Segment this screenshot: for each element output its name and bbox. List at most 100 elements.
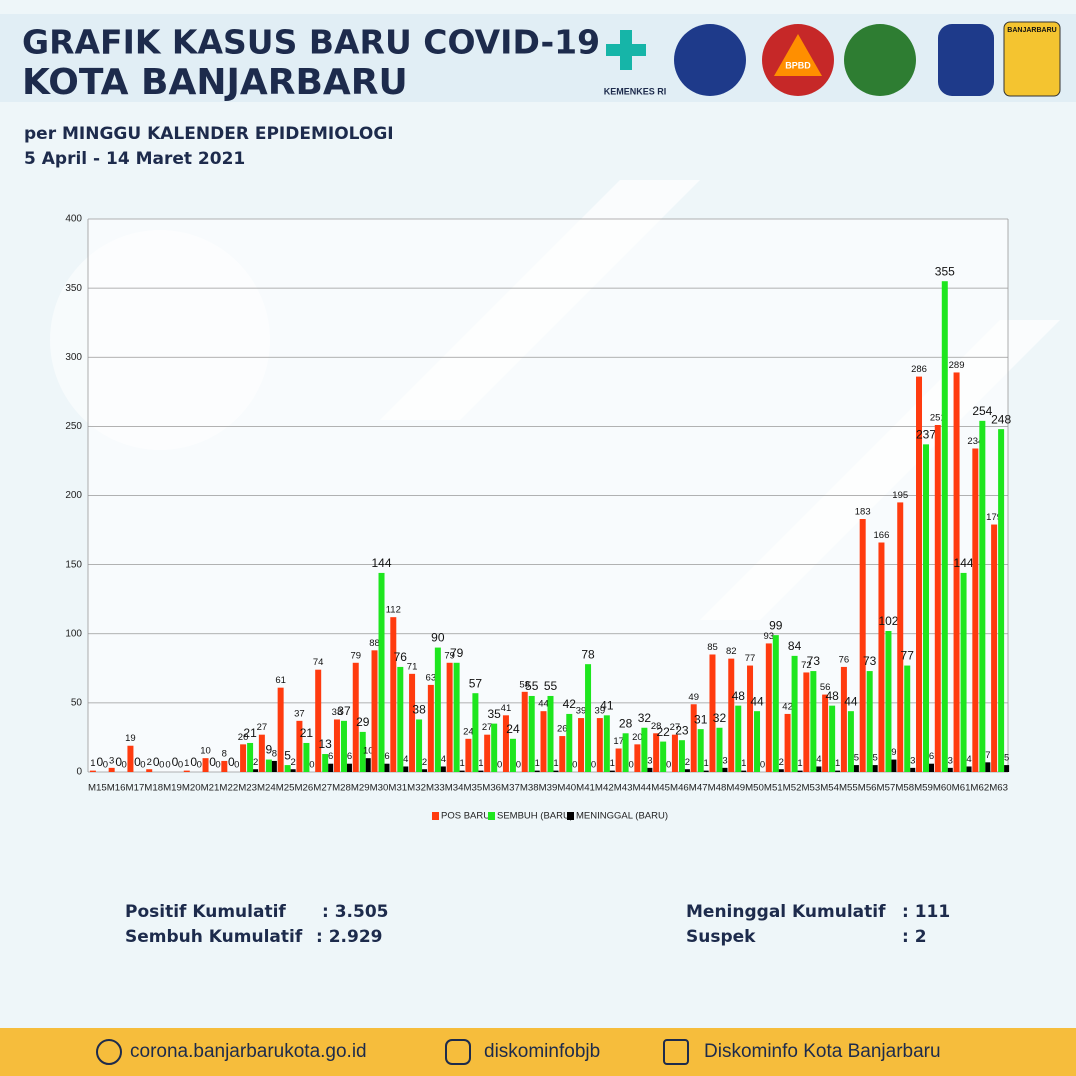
data-label: 5 <box>284 748 291 762</box>
data-label: 3 <box>647 755 652 766</box>
data-label: 289 <box>949 360 965 371</box>
bar <box>108 767 115 772</box>
data-label: 41 <box>501 703 512 714</box>
bar <box>271 760 277 772</box>
data-label: 99 <box>769 618 783 632</box>
bar <box>290 769 296 772</box>
data-label: 0 <box>760 760 765 771</box>
bar <box>622 733 629 772</box>
data-label: 9 <box>266 743 273 757</box>
data-label: 195 <box>892 490 908 501</box>
data-label: 31 <box>694 712 708 726</box>
bar <box>328 763 334 772</box>
data-label: 102 <box>878 614 898 628</box>
data-label: 5 <box>854 753 859 764</box>
bar <box>559 736 566 772</box>
y-tick-label: 0 <box>76 767 82 778</box>
bar <box>578 718 585 772</box>
bar <box>390 617 397 772</box>
data-label: 1 <box>741 758 746 769</box>
stat-label: Suspek <box>686 927 756 947</box>
bar <box>904 665 911 772</box>
data-label: 55 <box>525 679 539 693</box>
data-label: 27 <box>257 722 268 733</box>
data-label: 6 <box>328 751 333 762</box>
x-tick-label: M55 <box>839 783 858 794</box>
data-label: 79 <box>450 646 464 660</box>
logo-kemenkes <box>606 30 646 70</box>
data-label: 0 <box>153 755 160 769</box>
logo-kominfo <box>674 24 746 96</box>
bar <box>641 727 648 772</box>
bar <box>797 770 803 772</box>
x-tick-label: M20 <box>182 783 201 794</box>
x-tick-label: M36 <box>482 783 501 794</box>
data-label: 79 <box>350 650 361 661</box>
x-tick-label: M22 <box>219 783 238 794</box>
data-label: 21 <box>300 726 314 740</box>
bar <box>941 281 948 772</box>
x-tick-label: M60 <box>933 783 952 794</box>
bar <box>923 444 930 772</box>
data-label: 28 <box>619 716 633 730</box>
x-tick-label: M41 <box>576 783 595 794</box>
bar <box>258 734 265 772</box>
bar <box>609 770 615 772</box>
data-label: 0 <box>134 755 141 769</box>
bar <box>384 763 390 772</box>
bar <box>1004 765 1010 772</box>
data-label: 38 <box>412 703 426 717</box>
x-tick-label: M39 <box>539 783 558 794</box>
data-label: 37 <box>294 708 305 719</box>
data-label: 1 <box>835 758 840 769</box>
title: GRAFIK KASUS BARU COVID-19 <box>22 23 600 62</box>
x-tick-label: M34 <box>445 783 464 794</box>
x-tick-label: M45 <box>651 783 670 794</box>
y-tick-label: 100 <box>65 628 82 639</box>
x-tick-label: M40 <box>557 783 576 794</box>
data-label: 183 <box>855 507 871 518</box>
x-tick-label: M62 <box>970 783 989 794</box>
y-tick-label: 250 <box>65 421 82 432</box>
data-label: 0 <box>197 760 202 771</box>
data-label: 48 <box>732 689 746 703</box>
bar <box>89 770 96 772</box>
data-label: 84 <box>788 639 802 653</box>
bar <box>397 666 404 772</box>
x-tick-label: M38 <box>520 783 539 794</box>
logo-polda <box>938 24 994 96</box>
data-label: 19 <box>125 733 136 744</box>
bar <box>647 767 653 772</box>
data-label: 0 <box>497 760 502 771</box>
bar <box>916 376 923 772</box>
data-label: 2 <box>779 757 784 768</box>
bar <box>534 770 540 772</box>
bar <box>678 740 685 772</box>
bar <box>722 767 728 772</box>
data-label: 0 <box>122 760 127 771</box>
data-label: 0 <box>159 760 164 771</box>
data-label: 8 <box>222 748 227 759</box>
data-label: 22 <box>656 725 670 739</box>
data-label: 0 <box>228 755 235 769</box>
bar <box>434 647 441 772</box>
x-tick-label: M16 <box>107 783 126 794</box>
bar <box>615 748 622 772</box>
data-label: 27 <box>482 722 493 733</box>
bar <box>440 766 446 772</box>
data-label: 355 <box>935 264 955 278</box>
y-tick-label: 400 <box>65 214 82 225</box>
x-tick-label: M48 <box>708 783 727 794</box>
data-label: 5 <box>1004 753 1009 764</box>
data-label: 112 <box>386 605 401 616</box>
data-label: 4 <box>966 754 971 765</box>
bar <box>509 738 516 772</box>
data-label: 0 <box>190 755 197 769</box>
data-label: 234 <box>967 436 983 447</box>
bar <box>991 524 998 772</box>
bar <box>754 711 761 772</box>
bar <box>803 672 810 772</box>
bar <box>960 572 967 772</box>
x-tick-label: M46 <box>670 783 689 794</box>
